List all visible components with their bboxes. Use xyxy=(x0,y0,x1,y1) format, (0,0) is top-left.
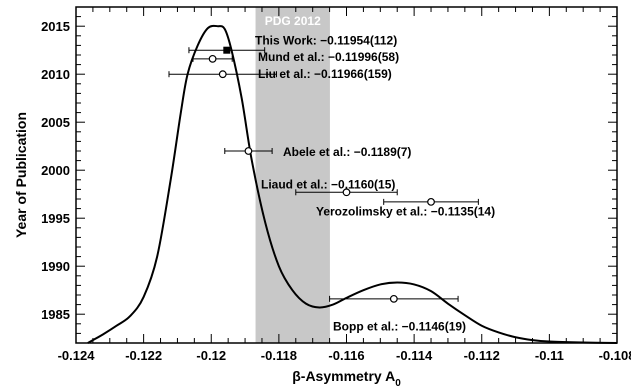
point-marker-open xyxy=(389,294,398,303)
x-tick-label: -0.108 xyxy=(599,348,631,363)
tick-labels: -0.124 -0.122 -0.12 -0.118 -0.116 -0.114 -0.11… xyxy=(41,19,631,363)
y-axis-title: Year of Publication xyxy=(13,112,29,238)
y-tick-label: 2010 xyxy=(41,67,70,82)
x-tick-label: -0.124 xyxy=(58,348,96,363)
point-marker-open xyxy=(342,188,351,197)
x-tick-label: -0.122 xyxy=(125,348,162,363)
point-label: Abele et al.: −0.1189(7) xyxy=(283,145,411,159)
x-tick-label: -0.112 xyxy=(464,348,500,363)
x-axis-title: β-Asymmetry A0 xyxy=(292,368,401,389)
pdg-band xyxy=(255,7,330,343)
data-point xyxy=(329,294,459,303)
point-marker-open xyxy=(244,147,253,155)
axis-ticks xyxy=(75,6,618,344)
data-points xyxy=(168,46,479,303)
point-label: Liu et al.: −0.11966(159) xyxy=(258,67,392,81)
point-marker-open xyxy=(208,54,217,63)
point-label: Mund et al.: −0.11996(58) xyxy=(258,50,399,64)
y-tick-label: 1985 xyxy=(41,307,70,322)
point-label: Yerozolimsky et al.: −0.1135(14) xyxy=(316,204,495,218)
y-tick-label: 2000 xyxy=(41,163,70,178)
y-tick-label: 1995 xyxy=(41,211,70,226)
data-point xyxy=(188,46,266,54)
x-tick-label: -0.11 xyxy=(535,348,564,363)
point-marker-open xyxy=(218,70,227,79)
x-axis-title-main: β-Asymmetry A xyxy=(292,368,395,384)
x-axis-title-subscript: 0 xyxy=(395,378,401,389)
data-point xyxy=(295,188,398,197)
y-tick-label: 2005 xyxy=(41,115,70,130)
point-label: Liaud et al.: −0.1160(15) xyxy=(261,178,395,192)
point-marker-open xyxy=(427,197,435,206)
point-marker-filled xyxy=(223,46,231,54)
x-tick-label: -0.12 xyxy=(196,348,226,363)
density-curve xyxy=(87,24,618,344)
data-point xyxy=(224,147,273,155)
x-tick-label: -0.116 xyxy=(328,348,364,363)
pdg-band-label: PDG 2012 xyxy=(265,14,321,28)
data-point xyxy=(192,54,233,63)
x-tick-label: -0.118 xyxy=(261,348,297,363)
data-point xyxy=(168,70,278,79)
y-tick-label: 1990 xyxy=(41,259,70,274)
point-annotations: This Work: −0.11954(112) Mund et al.: −0.… xyxy=(255,34,495,334)
point-label: Bopp et al.: −0.1146(19) xyxy=(333,320,466,334)
data-point xyxy=(383,197,479,206)
y-tick-label: 2015 xyxy=(41,19,70,34)
point-label: This Work: −0.11954(112) xyxy=(255,34,397,48)
plot-frame xyxy=(75,6,618,344)
x-tick-label: -0.114 xyxy=(396,348,433,363)
